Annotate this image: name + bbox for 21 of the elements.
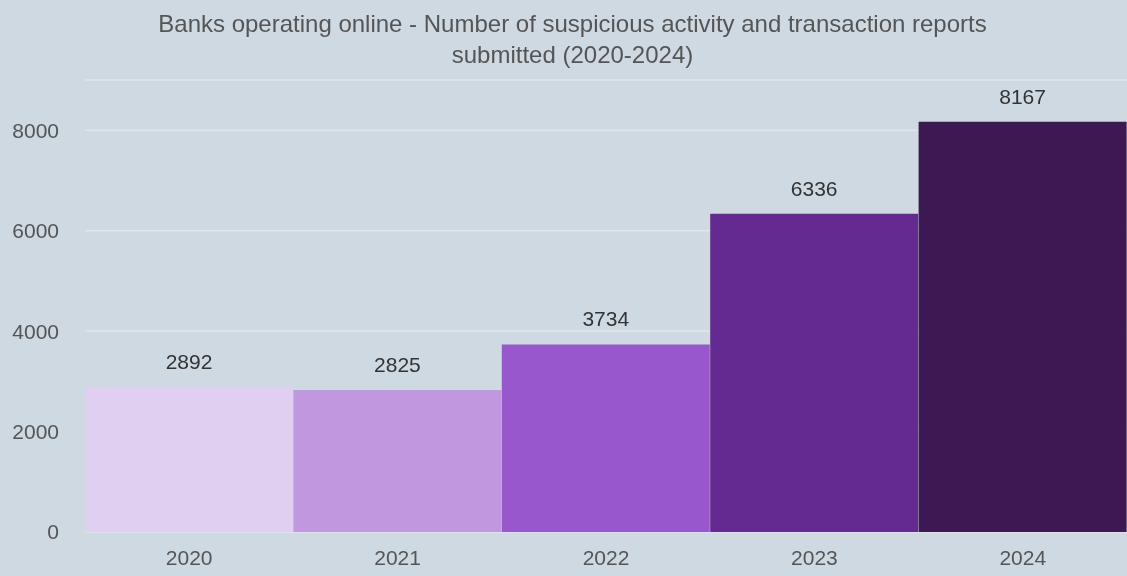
data-label: 6336	[790, 176, 838, 200]
bar	[501, 344, 710, 532]
chart-title: Banks operating online - Number of suspicious activity and transaction reports submitted (2020-2024)	[157, 9, 988, 70]
y-tick-label: 4000	[12, 319, 59, 343]
bar	[293, 390, 502, 532]
data-label: 2825	[374, 353, 421, 377]
x-tick-label: 2024	[999, 545, 1047, 569]
x-tick-label: 2020	[165, 545, 213, 569]
bar	[85, 386, 293, 532]
x-tick-label: 2023	[791, 545, 838, 569]
data-label: 3734	[582, 307, 630, 331]
data-label: 8167	[999, 84, 1046, 108]
x-tick-label: 2022	[582, 545, 630, 569]
bar	[710, 213, 919, 532]
y-tick-label: 8000	[12, 118, 59, 142]
data-label: 2892	[165, 349, 213, 373]
y-tick-label: 0	[47, 520, 59, 544]
bar	[918, 121, 1127, 532]
x-tick-label: 2021	[374, 545, 421, 569]
y-tick-label: 6000	[12, 219, 59, 243]
y-tick-label: 2000	[12, 420, 59, 444]
